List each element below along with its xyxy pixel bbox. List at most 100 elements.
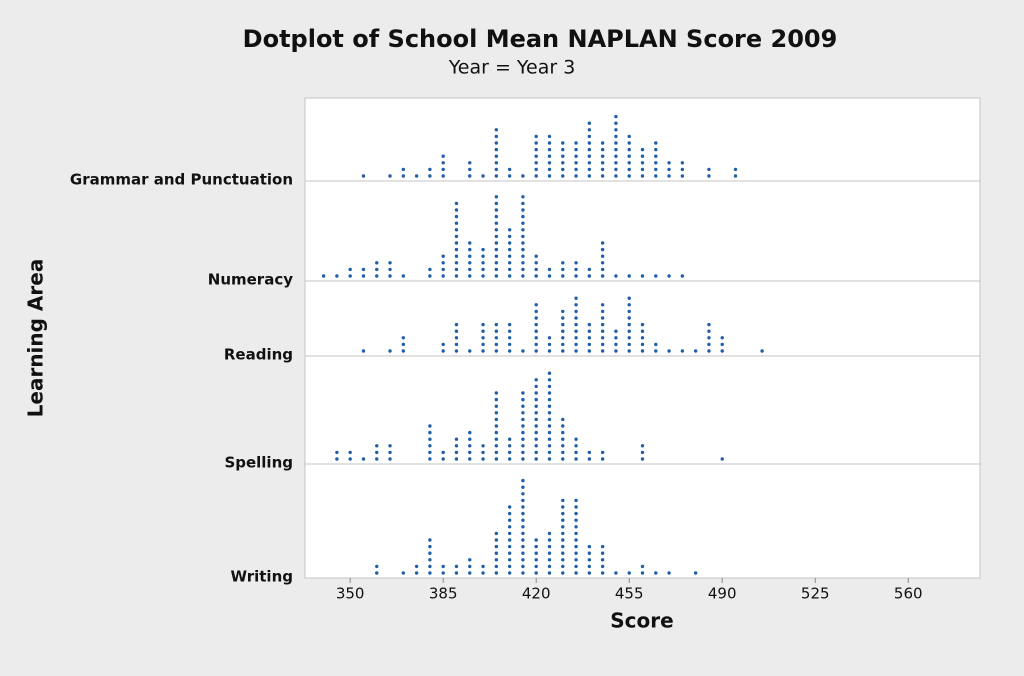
dot <box>428 551 432 555</box>
dot <box>640 571 645 575</box>
dot <box>587 167 592 172</box>
dot <box>534 174 538 178</box>
dot <box>640 450 645 455</box>
dot <box>600 241 605 245</box>
dot <box>627 167 631 172</box>
dot <box>561 444 565 448</box>
x-tick-label: 560 <box>894 585 923 603</box>
dot <box>587 141 592 145</box>
dot <box>335 450 339 455</box>
dot <box>454 201 459 206</box>
dot <box>414 571 419 575</box>
dot <box>587 450 592 455</box>
dot <box>494 457 499 461</box>
dot <box>468 564 472 569</box>
dot <box>587 161 592 165</box>
dot <box>361 349 366 353</box>
dot <box>561 430 565 435</box>
dot <box>481 444 485 448</box>
dot <box>561 417 565 422</box>
dot <box>507 444 512 448</box>
dot <box>627 329 631 333</box>
dot <box>401 174 406 178</box>
dot <box>534 303 538 307</box>
dot <box>494 538 499 542</box>
dot <box>454 322 459 327</box>
dot <box>494 141 499 145</box>
dot <box>494 430 499 435</box>
dot <box>375 274 379 278</box>
dot <box>534 450 538 455</box>
dot <box>574 274 578 278</box>
dot <box>401 571 406 575</box>
dot <box>401 274 406 278</box>
dot <box>720 349 724 353</box>
dot <box>494 201 499 206</box>
dot <box>507 342 512 347</box>
dot <box>627 309 631 314</box>
dot <box>441 349 445 353</box>
dot <box>547 444 552 448</box>
dot <box>587 329 592 333</box>
dot <box>507 267 512 272</box>
dot <box>680 167 685 172</box>
dot <box>547 267 552 272</box>
y-tick-label: Numeracy <box>208 271 293 289</box>
dot <box>521 349 525 353</box>
dot <box>521 247 525 252</box>
dot <box>348 450 352 455</box>
dot <box>534 417 538 422</box>
dot <box>547 417 552 422</box>
dot <box>707 349 711 353</box>
dot <box>494 411 499 415</box>
dot <box>481 336 485 340</box>
dot <box>507 336 512 340</box>
dot <box>561 336 565 340</box>
dot <box>481 457 485 461</box>
dot <box>587 121 592 125</box>
dot <box>547 544 552 549</box>
dot <box>468 571 472 575</box>
dot <box>654 161 658 165</box>
dot <box>574 141 578 145</box>
dot <box>441 174 445 178</box>
dot <box>654 342 658 347</box>
y-tick-label: Spelling <box>224 454 293 472</box>
dot <box>375 444 379 448</box>
dot <box>574 564 578 569</box>
dot <box>494 195 499 199</box>
dot <box>733 167 738 172</box>
dot <box>494 214 499 219</box>
dot <box>388 274 392 278</box>
dot <box>468 558 472 562</box>
dot <box>600 254 605 258</box>
dot <box>468 247 472 252</box>
dot <box>707 342 711 347</box>
dot <box>454 261 459 265</box>
dot <box>494 234 499 239</box>
dot <box>547 564 552 569</box>
dot <box>507 274 512 278</box>
dot <box>587 128 592 132</box>
dot <box>428 437 432 441</box>
dot <box>454 241 459 245</box>
dot <box>561 518 565 522</box>
dot <box>561 571 565 575</box>
dot <box>507 247 512 252</box>
dot <box>614 274 618 278</box>
dot <box>614 167 618 172</box>
dot <box>348 274 352 278</box>
dot <box>561 267 565 272</box>
dot <box>587 336 592 340</box>
dot <box>547 404 552 408</box>
dot <box>401 167 406 172</box>
dot <box>454 564 459 569</box>
dot <box>521 201 525 206</box>
dot <box>561 154 565 158</box>
dot <box>494 450 499 455</box>
dot <box>561 342 565 347</box>
dot <box>521 531 525 536</box>
dot <box>561 309 565 314</box>
dot <box>521 267 525 272</box>
